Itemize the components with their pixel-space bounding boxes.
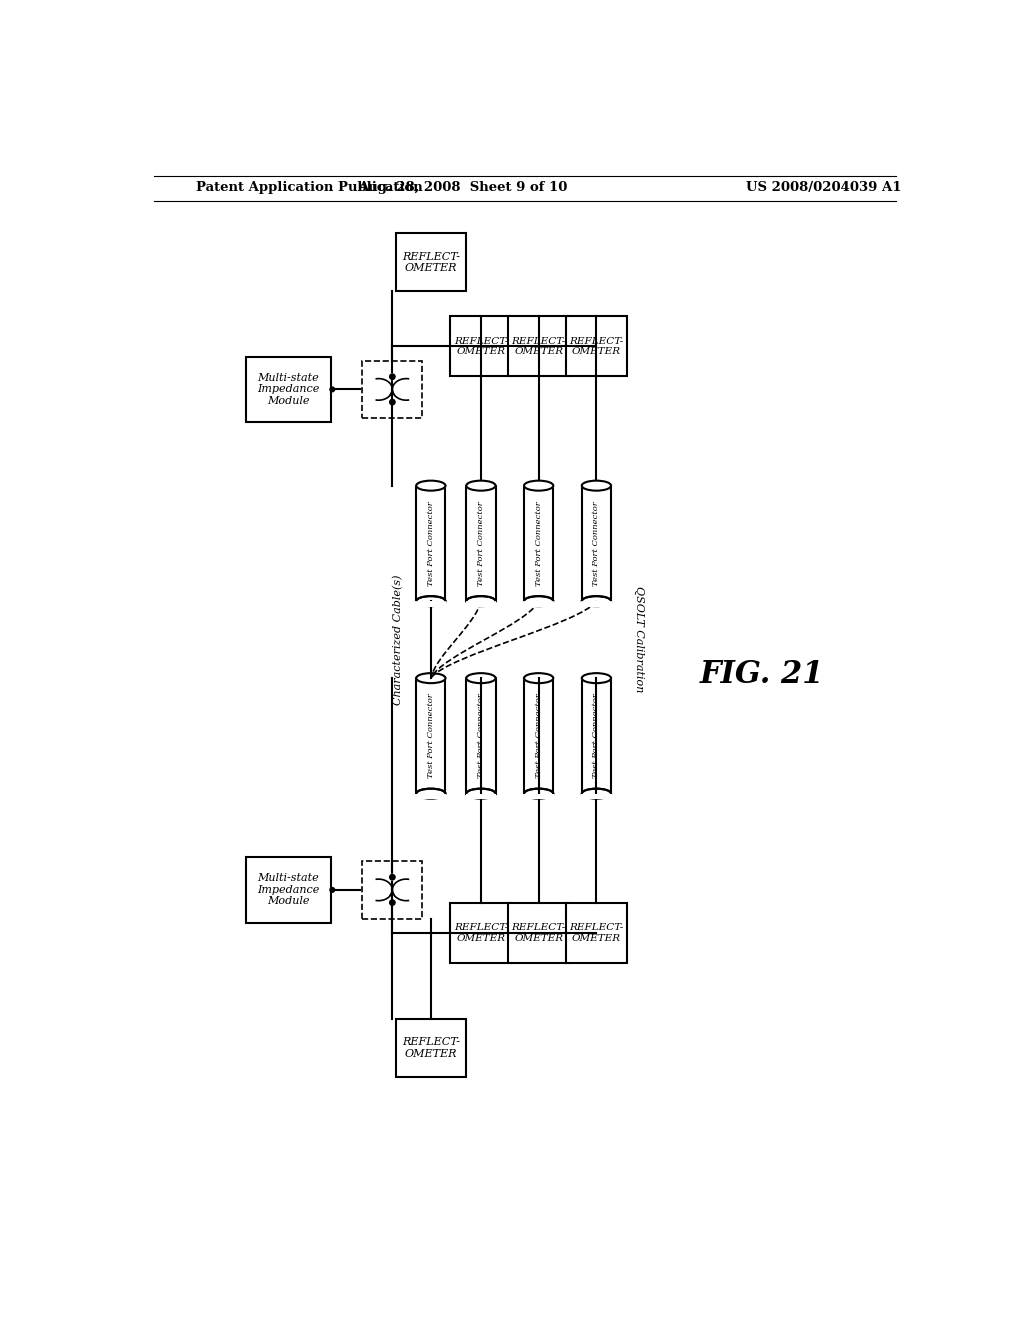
Bar (416, 486, 445, 601)
Bar (362, 360, 422, 418)
Bar (581, 601, 611, 607)
Bar (246, 356, 331, 422)
Ellipse shape (416, 480, 445, 491)
Text: REFLECT-
OMETER: REFLECT- OMETER (512, 337, 566, 356)
Bar (565, 317, 628, 376)
Text: REFLECT-
OMETER: REFLECT- OMETER (454, 337, 508, 356)
Text: Test Port Connector: Test Port Connector (477, 502, 485, 586)
Text: REFLECT-
OMETER: REFLECT- OMETER (401, 252, 460, 273)
Ellipse shape (416, 673, 445, 684)
Text: Multi-state
Impedance
Module: Multi-state Impedance Module (257, 372, 319, 407)
Text: Test Port Connector: Test Port Connector (593, 693, 600, 779)
Bar (565, 903, 628, 964)
Bar (466, 793, 497, 800)
Circle shape (390, 900, 395, 906)
Bar (416, 678, 445, 793)
Circle shape (330, 887, 335, 892)
Bar (582, 486, 611, 601)
Circle shape (390, 875, 395, 880)
Bar (581, 793, 611, 800)
Text: Test Port Connector: Test Port Connector (427, 502, 435, 586)
Bar (396, 234, 466, 292)
Text: Patent Application Publication: Patent Application Publication (196, 181, 423, 194)
Ellipse shape (582, 673, 611, 684)
Bar (362, 861, 422, 919)
Bar (523, 601, 554, 607)
Ellipse shape (582, 480, 611, 491)
Text: Multi-state
Impedance
Module: Multi-state Impedance Module (257, 874, 319, 907)
Bar (523, 793, 554, 800)
Ellipse shape (582, 788, 611, 799)
Bar (246, 857, 331, 923)
Bar (508, 903, 569, 964)
Bar (451, 317, 512, 376)
Ellipse shape (582, 597, 611, 606)
Text: Test Port Connector: Test Port Connector (593, 502, 600, 586)
Text: REFLECT-
OMETER: REFLECT- OMETER (512, 923, 566, 942)
Bar (524, 486, 553, 601)
Ellipse shape (466, 597, 496, 606)
Bar (466, 601, 497, 607)
Bar (582, 678, 611, 793)
Text: REFLECT-
OMETER: REFLECT- OMETER (569, 337, 624, 356)
Bar (508, 317, 569, 376)
Text: US 2008/0204039 A1: US 2008/0204039 A1 (745, 181, 901, 194)
Ellipse shape (524, 480, 553, 491)
Circle shape (390, 400, 395, 405)
Bar (524, 678, 553, 793)
Text: REFLECT-
OMETER: REFLECT- OMETER (401, 1038, 460, 1059)
Ellipse shape (466, 673, 496, 684)
Text: REFLECT-
OMETER: REFLECT- OMETER (454, 923, 508, 942)
Ellipse shape (416, 788, 445, 799)
Bar (466, 486, 496, 601)
Ellipse shape (524, 788, 553, 799)
Ellipse shape (524, 673, 553, 684)
Text: FIG. 21: FIG. 21 (699, 659, 824, 690)
Text: Characterized Cable(s): Characterized Cable(s) (392, 574, 402, 705)
Text: Test Port Connector: Test Port Connector (427, 693, 435, 779)
Circle shape (330, 387, 335, 392)
Text: QSOLT Calibration: QSOLT Calibration (634, 586, 644, 693)
Ellipse shape (416, 597, 445, 606)
Text: REFLECT-
OMETER: REFLECT- OMETER (569, 923, 624, 942)
Circle shape (390, 374, 395, 379)
Bar (396, 1019, 466, 1077)
Text: Test Port Connector: Test Port Connector (535, 502, 543, 586)
Bar (416, 793, 446, 800)
Bar (451, 903, 512, 964)
Circle shape (390, 875, 395, 880)
Ellipse shape (524, 597, 553, 606)
Text: Test Port Connector: Test Port Connector (535, 693, 543, 779)
Bar (416, 601, 446, 607)
Text: Test Port Connector: Test Port Connector (477, 693, 485, 779)
Text: Aug. 28, 2008  Sheet 9 of 10: Aug. 28, 2008 Sheet 9 of 10 (358, 181, 568, 194)
Ellipse shape (466, 480, 496, 491)
Circle shape (390, 374, 395, 379)
Ellipse shape (466, 788, 496, 799)
Bar (466, 678, 496, 793)
